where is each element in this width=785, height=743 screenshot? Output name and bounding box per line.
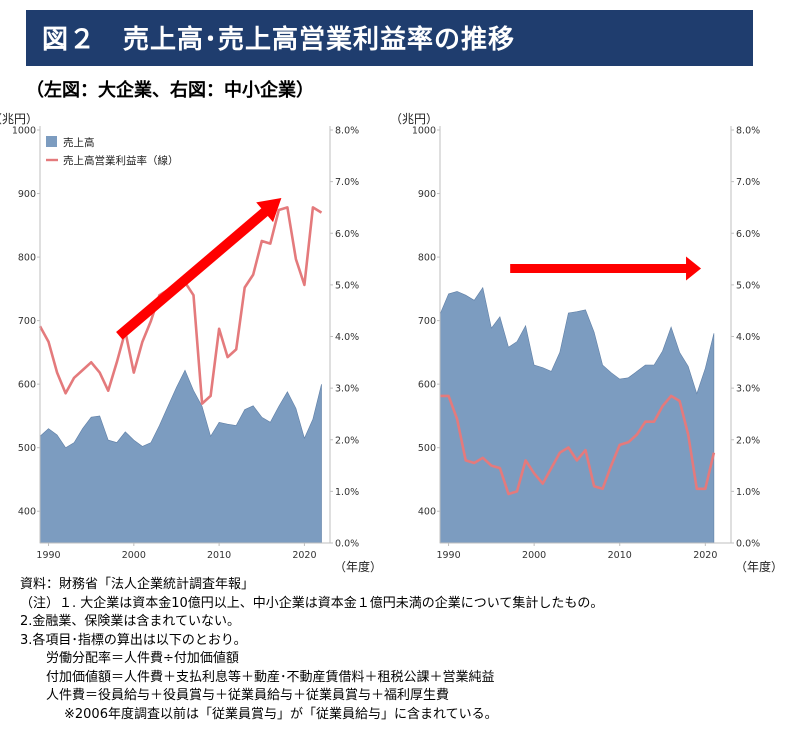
up-trend-arrow-head (256, 197, 282, 223)
y-tick-label: 400 (418, 507, 436, 518)
y2-tick-label: 5.0% (736, 280, 760, 291)
y2-tick-label: 8.0% (736, 126, 760, 137)
formula-value-added: 付加価値額＝人件費＋支払利息等＋動産･不動産賃借料＋租税公課＋営業純益 (46, 669, 495, 685)
page-title: 図２ 売上高･売上高営業利益率の推移 (42, 25, 516, 55)
x-tick-label: 1990 (36, 550, 60, 561)
y-tick-label: 500 (18, 443, 36, 454)
y-tick-label: 700 (418, 316, 436, 327)
source-note: 資料：財務省「法人企業統計調査年報」 (20, 577, 255, 592)
x-unit-label: （年度） (735, 559, 783, 574)
y-tick-label: 400 (18, 507, 36, 518)
y-tick-label: 600 (18, 380, 36, 391)
up-trend-arrow-shaft (116, 205, 272, 340)
line-series-margin (440, 394, 716, 496)
x-unit-label: （年度） (334, 559, 382, 574)
notes-block: 資料：財務省「法人企業統計調査年報」 （注）１. 大企業は資本金10億円以上、中… (10, 576, 603, 724)
note-1: （注）１. 大企業は資本金10億円以上、中小企業は資本金１億円未満の企業について… (20, 595, 604, 611)
y-tick-label: 800 (18, 253, 36, 264)
x-tick-label: 2010 (207, 550, 231, 561)
y2-tick-label: 0.0% (335, 539, 359, 550)
x-tick-label: 2000 (522, 550, 546, 561)
title-bar: 図２ 売上高･売上高営業利益率の推移 (26, 10, 753, 66)
formula-personnel-cost: 人件費＝役員給与＋役員賞与＋従業員給与＋従業員賞与＋福利厚生費 (46, 688, 450, 703)
y2-tick-label: 1.0% (335, 487, 359, 498)
area-series-sales (439, 286, 715, 544)
x-tick-label: 2000 (122, 550, 146, 561)
y2-tick-label: 4.0% (736, 332, 760, 343)
y2-tick-label: 4.0% (335, 332, 359, 343)
y2-tick-label: 7.0% (335, 177, 359, 188)
y-tick-label: 700 (18, 316, 36, 327)
legend-swatch-sales (46, 136, 57, 147)
y2-tick-label: 3.0% (335, 384, 359, 395)
legend-label-sales: 売上高 (63, 136, 95, 149)
y-tick-label: 900 (18, 189, 36, 200)
formula-footnote: ※2006年度調査以前は「従業員賞与」が「従業員給与」に含まれている。 (64, 706, 498, 722)
line-series-margin (38, 206, 323, 405)
y2-tick-label: 6.0% (335, 229, 359, 240)
y2-tick-label: 2.0% (335, 435, 359, 446)
x-tick-label: 2020 (292, 550, 316, 561)
x-tick-label: 2020 (693, 550, 717, 561)
y-tick-label: 800 (418, 253, 436, 264)
formula-labor-share: 労働分配率＝人件費÷付加価値額 (46, 651, 239, 666)
y2-tick-label: 8.0% (335, 126, 359, 137)
y2-tick-label: 7.0% (736, 177, 760, 188)
y2-tick-label: 6.0% (736, 229, 760, 240)
y-tick-label: 500 (418, 443, 436, 454)
page-subtitle: （左図：大企業、右図：中小企業） (26, 80, 314, 101)
y2-tick-label: 5.0% (335, 280, 359, 291)
note-2: 2.金融業、保険業は含まれていない。 (20, 614, 241, 629)
y-tick-label: 600 (418, 380, 436, 391)
y-tick-label: 900 (418, 189, 436, 200)
y-unit-label: （兆円） (0, 112, 38, 126)
y2-tick-label: 3.0% (736, 384, 760, 395)
legend-label-margin: 売上高営業利益率（線） (63, 154, 179, 167)
chart-sme: 400 500 600 700 800 900 1000 0.0% 1.0% 2.0% 3.0% 4.… (398, 112, 783, 574)
y2-tick-label: 0.0% (736, 539, 760, 550)
note-3: 3.各項目･指標の算出は以下のとおり。 (20, 632, 247, 648)
x-tick-label: 1990 (436, 550, 460, 561)
x-tick-label: 2010 (608, 550, 632, 561)
area-series-sales (39, 369, 322, 544)
flat-trend-arrow-head (686, 256, 702, 281)
y2-tick-label: 2.0% (736, 435, 760, 446)
chart-large-enterprises: 400 500 600 700 800 900 1000 0.0% 1.0% 2.0% 3.0% 4.… (0, 112, 382, 574)
y-unit-label: （兆円） (398, 112, 438, 126)
y2-tick-label: 1.0% (736, 487, 760, 498)
y-tick-label: 1000 (12, 126, 36, 137)
y-tick-label: 1000 (412, 126, 436, 137)
